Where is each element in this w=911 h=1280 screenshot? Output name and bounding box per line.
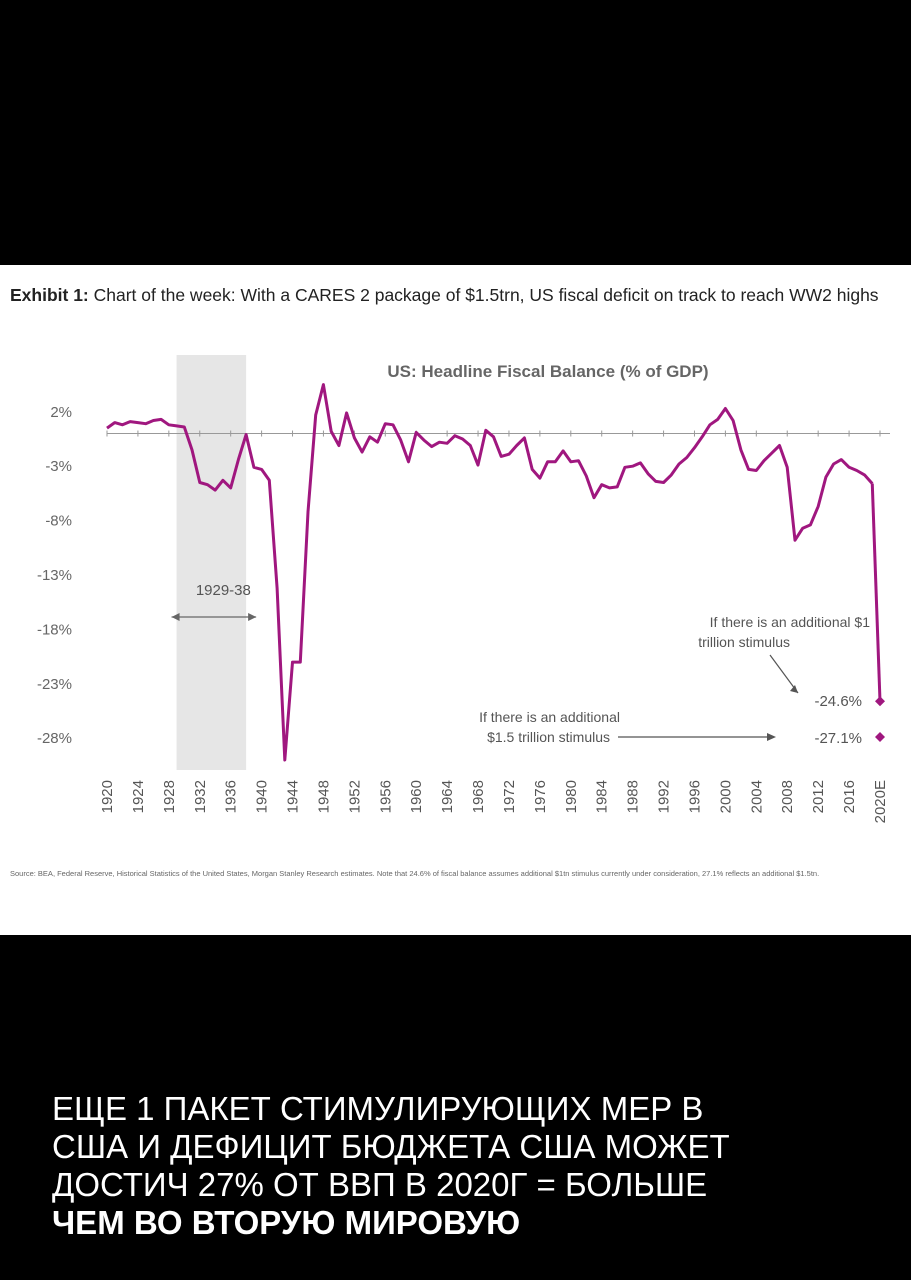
x-tick-label-15: 1980: [563, 780, 580, 813]
x-tick-label-8: 1952: [346, 780, 363, 813]
x-tick-label-25: 2020E: [872, 780, 889, 823]
marker-24-6: [875, 696, 885, 707]
caption-line-2: США И ДЕФИЦИТ БЮДЖЕТА США МОЖЕТ: [52, 1128, 730, 1165]
exhibit-text: Chart of the week: With a CARES 2 packag…: [88, 285, 879, 305]
annotation-1-5tn-arrow-head: [767, 733, 776, 741]
x-tick-label-23: 2012: [810, 780, 827, 813]
y-tick-label-4: -18%: [37, 621, 72, 638]
source-note: Source: BEA, Federal Reserve, Historical…: [10, 869, 820, 878]
caption-text: ЕЩЕ 1 ПАКЕТ СТИМУЛИРУЮЩИХ МЕР В США И ДЕ…: [52, 1090, 882, 1242]
x-tick-label-3: 1932: [192, 780, 209, 813]
period-arrow-right-head: [248, 613, 257, 621]
x-tick-label-21: 2004: [748, 780, 765, 813]
x-tick-label-24: 2016: [841, 780, 858, 813]
y-tick-label-3: -13%: [37, 567, 72, 584]
caption-line-4: ЧЕМ ВО ВТОРУЮ МИРОВУЮ: [52, 1204, 521, 1241]
caption-line-3: ДОСТИЧ 27% ОТ ВВП В 2020Г = БОЛЬШЕ: [52, 1166, 708, 1203]
projection-line: [870, 483, 882, 702]
annotation-1tn-arrow: [769, 654, 799, 694]
y-tick-label-5: -23%: [37, 676, 72, 693]
x-tick-label-7: 1948: [315, 780, 332, 813]
caption-line-1: ЕЩЕ 1 ПАКЕТ СТИМУЛИРУЮЩИХ МЕР В: [52, 1090, 704, 1127]
x-tick-label-17: 1988: [625, 780, 642, 813]
shaded-period-label: 1929-38: [196, 582, 251, 599]
exhibit-label: Exhibit 1:: [10, 285, 89, 305]
x-tick-label-18: 1992: [656, 780, 673, 813]
annotation-value-27-1: -27.1%: [814, 730, 862, 747]
exhibit-title: Exhibit 1: Chart of the week: With a CAR…: [10, 283, 900, 308]
annotation-1tn-line2: trillion stimulus: [698, 634, 790, 650]
x-tick-label-10: 1960: [408, 780, 425, 813]
x-tick-label-19: 1996: [686, 780, 703, 813]
x-tick-label-5: 1940: [254, 780, 271, 813]
x-tick-label-2: 1928: [161, 780, 178, 813]
exhibit-card: Exhibit 1: Chart of the week: With a CAR…: [0, 265, 911, 935]
x-tick-label-16: 1984: [594, 780, 611, 813]
x-tick-label-1: 1924: [130, 780, 147, 813]
x-tick-label-20: 2000: [717, 780, 734, 813]
x-tick-label-22: 2008: [779, 780, 796, 813]
x-tick-label-11: 1964: [439, 780, 456, 813]
shaded-period-1929-38: [176, 355, 247, 770]
x-tick-label-0: 1920: [99, 780, 116, 813]
marker-27-1: [875, 732, 885, 742]
annotation-1tn-line1: If there is an additional $1: [710, 614, 871, 630]
x-tick-label-12: 1968: [470, 780, 487, 813]
x-tick-label-6: 1944: [285, 780, 302, 813]
annotation-1-5tn-line2: $1.5 trillion stimulus: [487, 729, 610, 745]
annotation-value-24-6: -24.6%: [814, 693, 862, 710]
x-tick-label-13: 1972: [501, 780, 518, 813]
chart-title: US: Headline Fiscal Balance (% of GDP): [387, 362, 708, 381]
series-line-0: [106, 383, 874, 762]
y-tick-label-0: 2%: [50, 404, 72, 421]
y-tick-label-2: -8%: [45, 513, 72, 530]
x-tick-label-9: 1956: [377, 780, 394, 813]
y-tick-label-1: -3%: [45, 458, 72, 475]
y-tick-label-6: -28%: [37, 730, 72, 747]
annotation-1-5tn-line1: If there is an additional: [479, 709, 620, 725]
x-tick-label-4: 1936: [223, 780, 240, 813]
annotation-1tn-arrow-head: [790, 685, 798, 693]
fiscal-balance-chart: 1929-38 2% -3% -8% -13% -18% -23% -28% 1920 192…: [37, 355, 890, 823]
period-arrow-left-head: [171, 613, 180, 621]
x-tick-label-14: 1976: [532, 780, 549, 813]
